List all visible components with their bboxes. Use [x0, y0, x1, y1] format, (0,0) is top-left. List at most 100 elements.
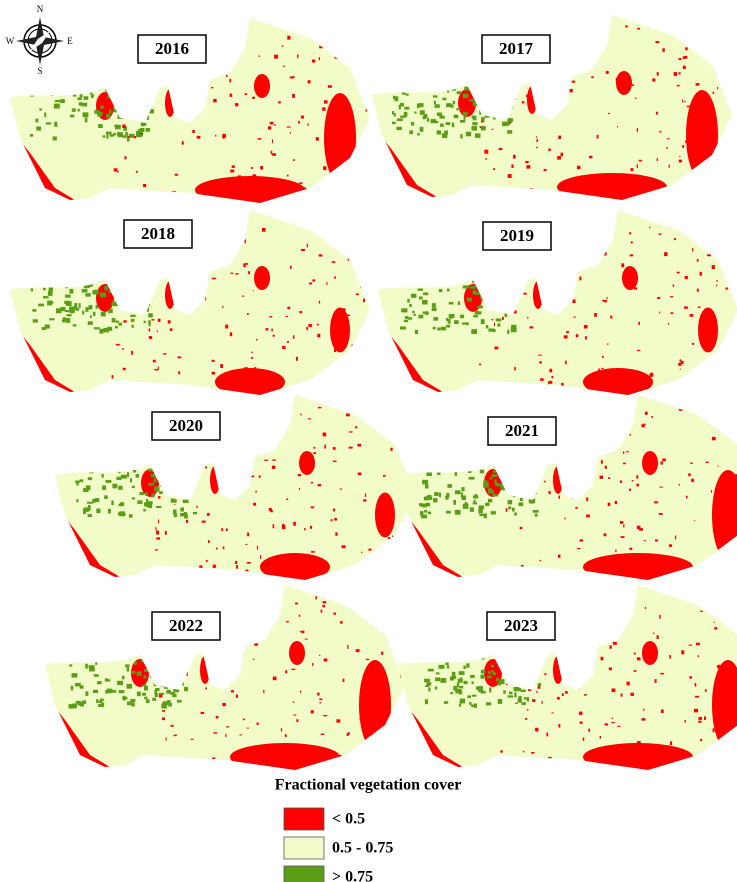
red-speck [336, 36, 339, 38]
green-speck [131, 319, 135, 322]
red-speck [501, 410, 504, 412]
green-speck [130, 105, 133, 108]
red-speck [487, 291, 489, 292]
green-speck [424, 510, 427, 513]
green-speck [508, 695, 513, 697]
red-speck [117, 171, 118, 173]
red-speck [242, 295, 244, 296]
red-speck [383, 475, 386, 477]
red-speck [389, 625, 390, 628]
green-speck [43, 296, 48, 298]
green-speck [486, 702, 490, 705]
year-label: 2019 [500, 226, 534, 245]
red-speck [301, 631, 304, 634]
green-speck [128, 100, 134, 102]
red-speck [643, 709, 644, 711]
green-speck [147, 304, 150, 306]
red-speck [208, 407, 211, 410]
red-speck [352, 344, 354, 347]
green-speck [518, 696, 521, 701]
red-speck [122, 264, 125, 266]
red-speck [542, 701, 543, 704]
green-speck [516, 474, 519, 479]
red-speck [642, 718, 646, 721]
green-speck [132, 325, 134, 328]
red-speck [576, 334, 579, 337]
green-speck [54, 122, 57, 125]
red-speck [255, 367, 257, 368]
red-speck [558, 724, 560, 728]
red-patch [583, 553, 693, 581]
red-speck [577, 548, 580, 549]
red-speck [690, 463, 693, 464]
red-speck [312, 663, 313, 666]
green-speck [503, 86, 509, 89]
red-speck [602, 189, 606, 191]
red-speck [608, 477, 610, 479]
red-speck [388, 537, 390, 539]
green-speck [66, 303, 72, 306]
green-speck [39, 108, 42, 110]
red-speck [579, 276, 581, 280]
red-speck [651, 416, 653, 418]
red-speck [671, 225, 672, 228]
green-speck [464, 466, 468, 469]
red-speck [670, 741, 672, 745]
red-speck [637, 350, 640, 351]
red-speck [251, 357, 253, 359]
red-speck [143, 109, 146, 110]
green-speck [141, 659, 145, 663]
green-speck [106, 132, 112, 135]
green-speck [152, 698, 156, 701]
green-speck [435, 283, 440, 287]
red-speck [230, 170, 234, 173]
red-speck [634, 572, 638, 574]
red-speck [201, 712, 204, 714]
red-speck [132, 80, 135, 82]
green-speck [487, 676, 492, 679]
red-speck [324, 445, 326, 449]
red-speck [627, 682, 630, 686]
red-speck [112, 375, 114, 379]
green-speck [111, 301, 116, 305]
green-speck [537, 473, 542, 477]
green-speck [521, 702, 525, 705]
green-speck [524, 697, 527, 699]
green-speck [69, 664, 72, 666]
green-speck [143, 108, 148, 111]
green-speck [401, 309, 405, 313]
red-speck [549, 369, 552, 373]
red-speck [677, 85, 680, 87]
red-speck [342, 545, 346, 548]
red-speck [290, 266, 292, 269]
red-speck [559, 496, 560, 499]
red-speck [392, 536, 394, 537]
red-speck [317, 324, 319, 326]
red-speck [529, 188, 533, 192]
green-speck [161, 666, 164, 669]
red-speck [494, 323, 495, 327]
map-panel [378, 210, 737, 400]
red-speck [657, 72, 659, 75]
green-speck [494, 296, 500, 299]
green-speck [471, 126, 477, 131]
green-speck [529, 466, 531, 470]
green-speck [127, 667, 130, 671]
red-speck [358, 472, 362, 475]
green-speck [506, 662, 509, 666]
green-speck [107, 689, 113, 693]
red-speck [222, 306, 223, 309]
red-speck [625, 601, 627, 604]
red-speck [384, 706, 387, 708]
red-speck [585, 629, 587, 632]
red-speck [333, 509, 335, 512]
red-speck [283, 66, 285, 67]
red-speck [260, 271, 263, 274]
red-speck [601, 182, 604, 186]
red-patch [553, 466, 563, 494]
red-speck [726, 169, 728, 173]
red-speck [207, 513, 210, 516]
red-speck [319, 655, 320, 656]
red-speck [308, 123, 309, 126]
red-speck [191, 739, 194, 740]
